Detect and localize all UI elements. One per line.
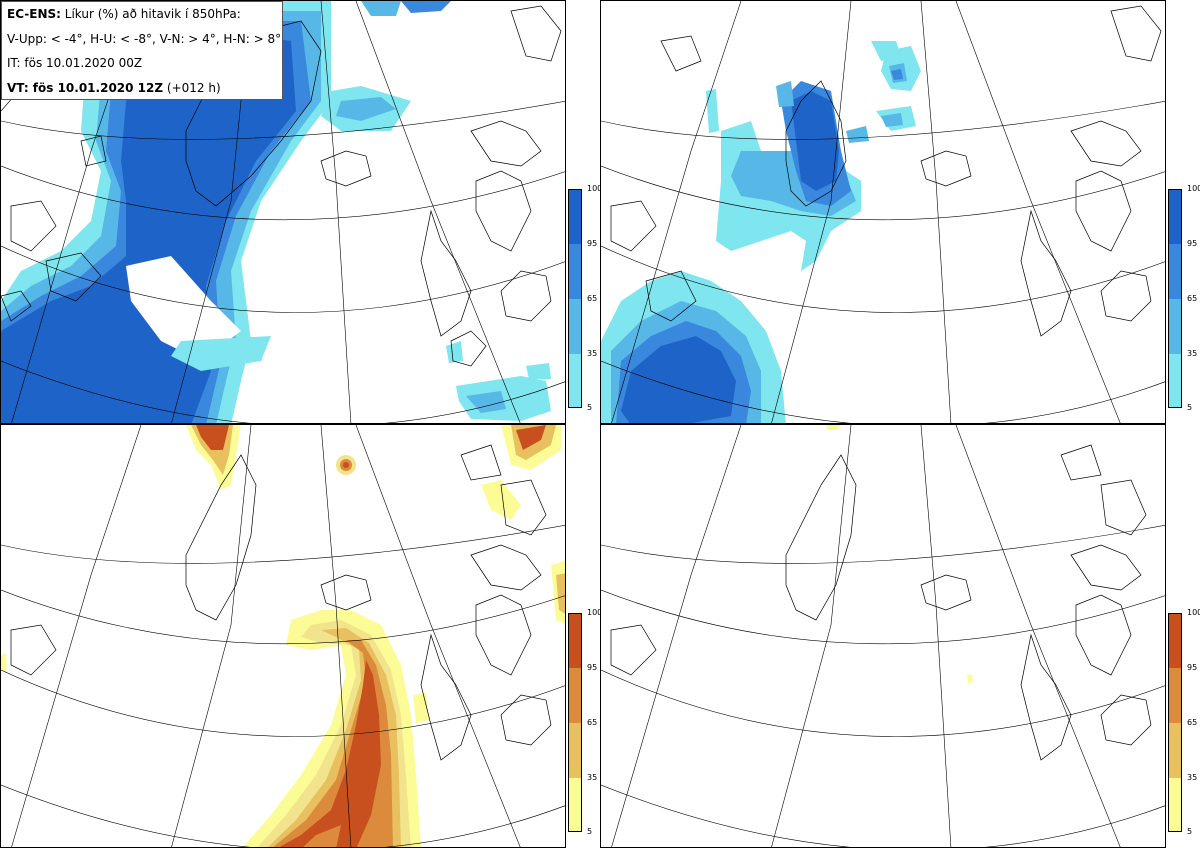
colorbar-tick: 35: [587, 349, 598, 358]
valid-time-text: VT: fös 10.01.2020 12Z: [7, 80, 164, 95]
map-panel-top-left: EC-ENS: Líkur (%) að hitavik í 850hPa: V…: [0, 0, 566, 424]
colorbar-tick: 35: [1187, 349, 1198, 358]
colorbar-tick: 35: [1187, 773, 1198, 782]
colorbar-tick: 95: [587, 663, 598, 672]
graticule: [601, 1, 1165, 423]
colorbar-tick: 100: [1187, 184, 1200, 193]
colorbar-frame: [1168, 189, 1182, 408]
colorbar-tick: 65: [1187, 294, 1198, 303]
colorbar-frame: [1168, 613, 1182, 832]
colorbar-tick: 100: [587, 184, 603, 193]
lead-time-text: (+012 h): [163, 80, 221, 95]
coastlines: [10, 444, 552, 761]
init-time-text: IT: fös 10.01.2020 00Z: [7, 56, 143, 70]
colorbar-tick: 65: [587, 294, 598, 303]
colorbar-tick: 5: [587, 827, 593, 836]
coastlines: [610, 444, 1152, 761]
probability-field-blue: [601, 41, 921, 423]
colorbar-tick: 5: [587, 403, 593, 412]
map-panel-top-right: [600, 0, 1166, 424]
colorbar-frame: [568, 189, 582, 408]
colorbar-tick: 100: [587, 608, 603, 617]
coastlines: [610, 5, 1162, 337]
map-bottom-left: [1, 425, 565, 847]
colorbar-tick: 35: [587, 773, 598, 782]
colorbar-tick: 65: [587, 718, 598, 727]
map-top-left: [1, 1, 565, 423]
colorbar-blue-left: 100 95 65 35 5: [568, 184, 602, 412]
colorbar-orange-left: 100 95 65 35 5: [568, 608, 602, 836]
map-panel-bottom-right: [600, 424, 1166, 848]
model-label: EC-ENS:: [7, 7, 61, 21]
threshold-text: V-Upp: < -4°, H-U: < -8°, V-N: > 4°, H-N…: [7, 31, 282, 46]
map-top-right: [601, 1, 1165, 423]
colorbar-tick: 100: [1187, 608, 1200, 617]
colorbar-tick: 65: [1187, 718, 1198, 727]
colorbar-tick: 5: [1187, 403, 1193, 412]
map-panel-bottom-left: [0, 424, 566, 848]
map-bottom-right: [601, 425, 1165, 847]
title-text: Líkur (%) að hitavik í 850hPa:: [60, 7, 241, 21]
colorbar-tick: 95: [1187, 663, 1198, 672]
probability-field-orange: [1, 425, 565, 847]
colorbar-tick: 95: [587, 239, 598, 248]
colorbar-frame: [568, 613, 582, 832]
colorbar-tick: 5: [1187, 827, 1193, 836]
colorbar-blue-right: 100 95 65 35 5: [1168, 184, 1200, 412]
probability-field-blue: [1, 1, 551, 423]
colorbar-orange-right: 100 95 65 35 5: [1168, 608, 1200, 836]
colorbar-tick: 95: [1187, 239, 1198, 248]
forecast-info-box: EC-ENS: Líkur (%) að hitavik í 850hPa: V…: [1, 1, 283, 100]
graticule: [1, 425, 565, 847]
probability-field-orange: [826, 425, 973, 683]
graticule: [601, 425, 1165, 847]
